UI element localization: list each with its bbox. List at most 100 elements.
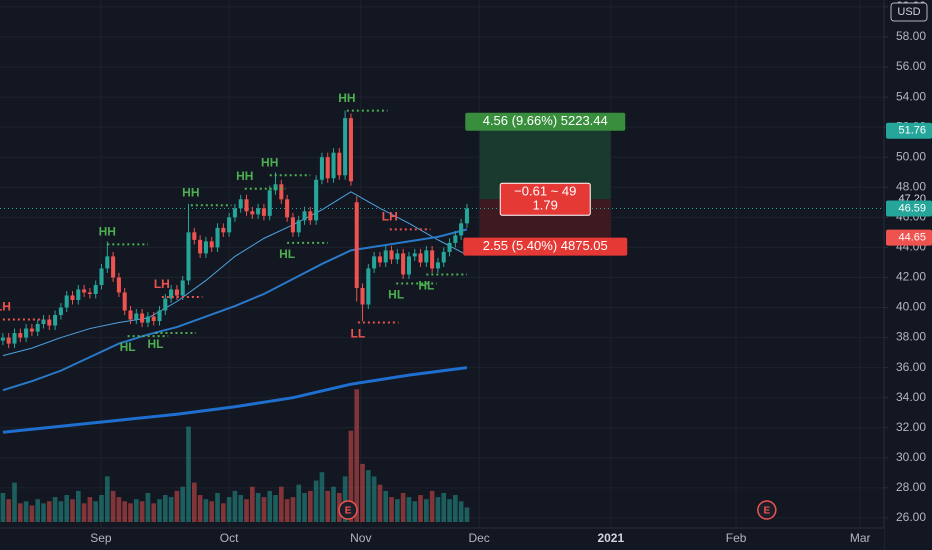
candle-body <box>244 199 249 212</box>
volume-bar <box>12 482 17 522</box>
y-tick-label: 56.00 <box>896 59 926 73</box>
swing-label: HL <box>388 288 404 302</box>
swing-label: HH <box>182 185 199 199</box>
volume-bar <box>366 470 371 522</box>
volume-bar <box>279 486 284 522</box>
volume-bar <box>383 490 389 522</box>
candle-body <box>273 184 278 191</box>
volume-bar <box>180 486 186 522</box>
candle-body <box>122 292 127 311</box>
candle-body <box>256 208 261 215</box>
x-tick-label: Sep <box>90 531 112 545</box>
currency-box[interactable] <box>890 2 928 22</box>
center-label: 1.79 <box>533 198 558 213</box>
candle-body <box>435 262 440 269</box>
volume-bar <box>244 499 249 522</box>
volume-bar <box>331 486 336 522</box>
candle-body <box>372 256 377 269</box>
volume-bar <box>406 497 412 522</box>
candle-body <box>441 251 446 263</box>
candle-body <box>261 208 266 216</box>
candle-body <box>203 241 208 254</box>
stop-label: 2.55 (5.40%) 4875.05 <box>483 238 608 253</box>
candle-body <box>105 256 110 269</box>
candle-body <box>58 307 63 316</box>
candle-body <box>354 202 359 288</box>
volume-bar <box>360 463 365 522</box>
swing-label: LH <box>0 300 11 314</box>
candle-body <box>64 295 69 308</box>
volume-bar <box>221 503 226 522</box>
candle-body <box>453 235 458 243</box>
volume-bar <box>99 495 104 522</box>
candle-body <box>395 253 400 260</box>
candle-body <box>290 217 295 233</box>
volume-bar <box>81 503 87 522</box>
candle-body <box>412 253 417 257</box>
volume-bar <box>70 499 75 522</box>
volume-bar <box>75 490 81 522</box>
swing-label: HL <box>147 337 163 351</box>
volume-bar <box>93 501 99 522</box>
candle-body <box>418 253 423 263</box>
volume-bar <box>52 497 58 522</box>
y-tick-label: 32.00 <box>896 420 926 434</box>
volume-bar <box>162 495 168 522</box>
swing-label: LH <box>154 277 170 291</box>
volume-bar <box>429 490 435 522</box>
volume-bar <box>87 497 93 522</box>
price-axis <box>884 0 932 550</box>
candle-body <box>459 223 464 236</box>
price-label: 44.65 <box>898 232 926 244</box>
volume-bar <box>17 503 23 522</box>
candle-body <box>215 227 220 248</box>
y-tick-label: 54.00 <box>896 89 926 103</box>
swing-label: HH <box>338 91 355 105</box>
volume-bar <box>389 497 394 522</box>
currency-label: USD <box>897 6 920 18</box>
swing-label: HH <box>99 225 116 239</box>
target-label: 4.56 (9.66%) 5223.44 <box>483 113 608 128</box>
volume-bar <box>197 495 203 522</box>
x-tick-label: Mar <box>850 531 871 545</box>
volume-bar <box>395 499 400 522</box>
earnings-marker[interactable] <box>338 500 358 520</box>
volume-bar <box>250 486 255 522</box>
candle-body <box>285 199 290 218</box>
candle-body <box>406 256 411 275</box>
candle-body <box>29 328 34 332</box>
volume-bar <box>418 495 423 522</box>
center-label-box <box>500 183 591 216</box>
candle-body <box>232 208 237 218</box>
time-axis <box>0 528 884 550</box>
y-tick-label: 40.00 <box>896 300 926 314</box>
swing-label: HL <box>279 247 295 261</box>
volume-bar <box>209 501 215 522</box>
candle-body <box>343 118 348 176</box>
candle-body <box>140 313 145 323</box>
candle-body <box>209 241 214 248</box>
candle-body <box>145 316 150 323</box>
candle-body <box>111 256 116 278</box>
volume-bar <box>174 490 180 522</box>
volume-bar <box>133 499 139 522</box>
volume-bar <box>46 501 52 522</box>
x-tick-label: Dec <box>468 531 489 545</box>
moving-average <box>2 366 468 434</box>
candle-body <box>174 289 179 296</box>
volume-bar <box>35 499 41 522</box>
candle-body <box>93 284 98 294</box>
volume-bar <box>139 501 145 522</box>
candle-body <box>134 313 139 320</box>
earnings-marker[interactable] <box>757 500 777 520</box>
y-tick-label: 38.00 <box>896 330 926 344</box>
candle-body <box>337 152 342 176</box>
volume-bar <box>267 490 273 522</box>
candle-body <box>296 220 301 233</box>
volume-bar <box>151 503 157 522</box>
volume-bar <box>464 507 470 522</box>
volume-bar <box>325 490 331 522</box>
volume-bar <box>157 499 162 522</box>
volume-bar <box>371 476 377 522</box>
